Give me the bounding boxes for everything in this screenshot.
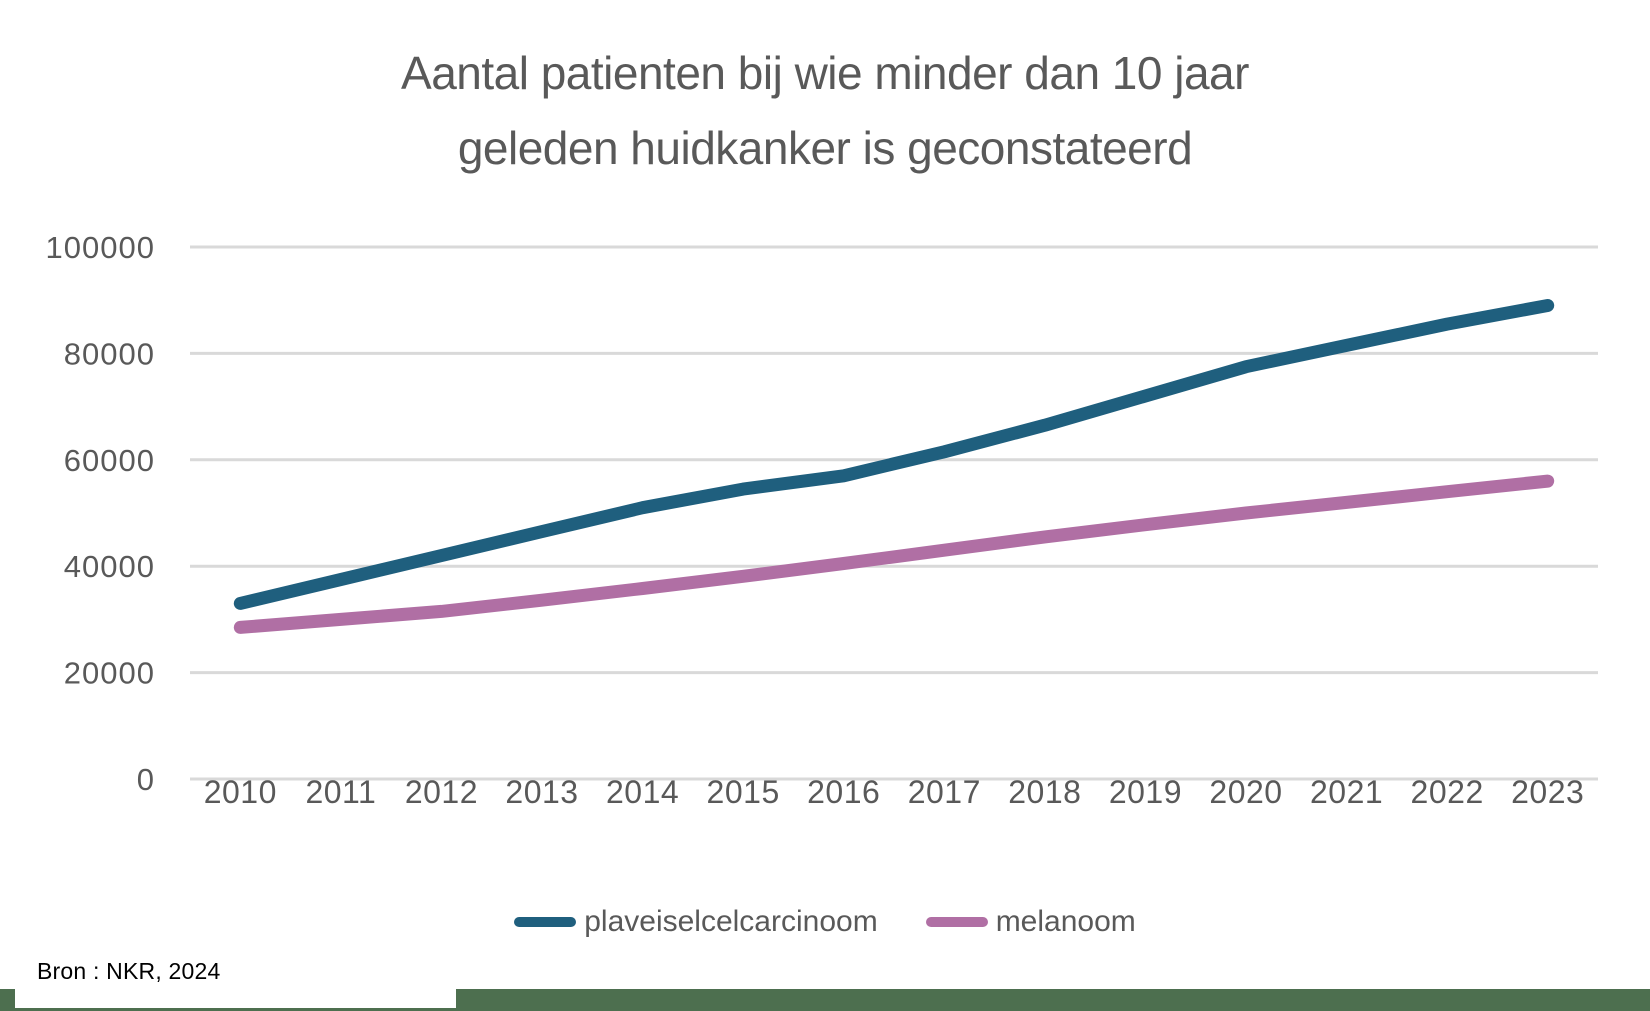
chart-title: Aantal patienten bij wie minder dan 10 j… [0, 36, 1650, 186]
x-axis-tick-label: 2023 [1511, 774, 1584, 810]
footer-white-box [15, 989, 456, 1008]
y-axis-tick-label: 100000 [46, 230, 155, 265]
x-axis-tick-label: 2020 [1209, 774, 1282, 810]
x-axis-tick-label: 2015 [707, 774, 780, 810]
y-axis-tick-label: 20000 [64, 656, 155, 691]
legend-swatch-plaveiselcelcarcinoom [514, 917, 577, 927]
source-note: Bron : NKR, 2024 [37, 958, 221, 984]
x-axis-tick-label: 2021 [1310, 774, 1383, 810]
x-axis-tick-label: 2013 [505, 774, 578, 810]
series-line-plaveiselcelcarcinoom [233, 299, 1555, 610]
x-axis-tick-label: 2014 [606, 774, 679, 810]
x-axis-tick-label: 2010 [204, 774, 277, 810]
y-axis-tick-label: 80000 [64, 336, 155, 371]
chart-legend: plaveiselcelcarcinoom melanoom [0, 905, 1650, 939]
x-axis-tick-label: 2018 [1008, 774, 1081, 810]
x-axis-tick-label: 2011 [305, 774, 376, 810]
legend-item-plaveiselcelcarcinoom: plaveiselcelcarcinoom [514, 905, 878, 939]
x-axis-tick-label: 2016 [807, 774, 880, 810]
x-axis-tick-label: 2019 [1109, 774, 1182, 810]
chart-title-line1: Aantal patienten bij wie minder dan 10 j… [401, 47, 1249, 99]
legend-item-melanoom: melanoom [925, 905, 1136, 939]
y-axis-tick-label: 0 [137, 762, 155, 797]
y-axis-tick-label: 60000 [64, 443, 155, 478]
y-axis-tick-label: 40000 [64, 549, 155, 584]
x-axis-tick-label: 2017 [908, 774, 981, 810]
x-axis-tick-label: 2022 [1411, 774, 1484, 810]
legend-swatch-melanoom [925, 917, 988, 927]
chart-title-line2: geleden huidkanker is geconstateerd [457, 122, 1193, 174]
x-axis-tick-label: 2012 [405, 774, 478, 810]
legend-label-melanoom: melanoom [995, 905, 1136, 938]
legend-label-plaveiselcelcarcinoom: plaveiselcelcarcinoom [584, 905, 878, 938]
series-line-melanoom [233, 474, 1555, 634]
